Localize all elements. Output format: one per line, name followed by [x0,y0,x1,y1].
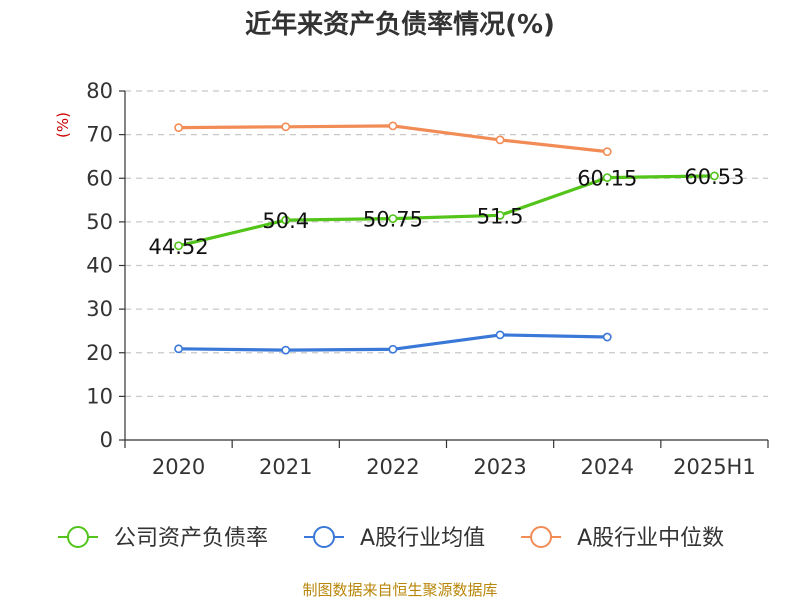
data-labels: 44.52 50.4 50.75 51.5 60.15 60.53 [149,165,745,259]
data-point [388,344,398,354]
series-line [178,174,715,248]
data-point [495,330,505,340]
axes: 0 10 20 30 40 50 60 70 80 2020 2021 2022 2023 2024 202… [86,79,769,479]
data-point [388,214,398,224]
data-label: 44.52 [149,235,209,259]
legend-label: A股行业均值 [360,526,485,551]
data-point [602,173,612,182]
data-label: 60.15 [577,167,637,191]
data-label: 51.5 [477,204,524,228]
data-point [174,241,183,251]
data-point [495,210,505,220]
x-tick-label: 2022 [366,455,419,479]
y-axis-label: (%) [54,112,72,138]
data-label: 50.75 [363,208,423,232]
source-note: 制图数据来自恒生聚源数据库 [302,581,497,599]
x-tick-label: 2021 [259,455,312,479]
legend-label: 公司资产负债率 [114,526,268,551]
y-tick-label: 20 [86,341,113,365]
data-point [602,332,612,342]
legend-marker [313,526,336,548]
data-point [710,171,719,181]
y-tick-label: 40 [86,254,113,278]
y-tick-label: 10 [86,384,113,408]
data-point [174,344,183,354]
chart-title: 近年来资产负债率情况(%) [245,9,555,40]
legend-marker [67,526,89,548]
y-tick-label: 60 [86,166,113,190]
grid [125,90,768,397]
legend-label: A股行业中位数 [577,526,724,551]
y-tick-label: 70 [86,123,113,147]
data-point [281,122,291,132]
y-tick-label: 80 [86,79,113,103]
legend: 公司资产负债率 A股行业均值 A股行业中位数 [58,526,724,551]
x-tick-label: 2020 [152,455,205,479]
data-point [281,215,291,225]
data-point [388,121,398,131]
data-label: 60.53 [684,165,744,189]
x-tick-label: 2025H1 [673,455,756,479]
data-point [602,147,612,157]
data-point [281,345,291,355]
y-tick-label: 30 [86,297,113,321]
y-tick-label: 50 [86,210,113,234]
x-tick-label: 2024 [581,455,634,479]
data-point [495,135,505,145]
series [174,121,719,355]
legend-marker [530,526,553,548]
data-point [174,123,183,133]
x-tick-label: 2023 [473,455,526,479]
data-label: 50.4 [262,209,309,233]
y-tick-label: 0 [100,428,113,452]
